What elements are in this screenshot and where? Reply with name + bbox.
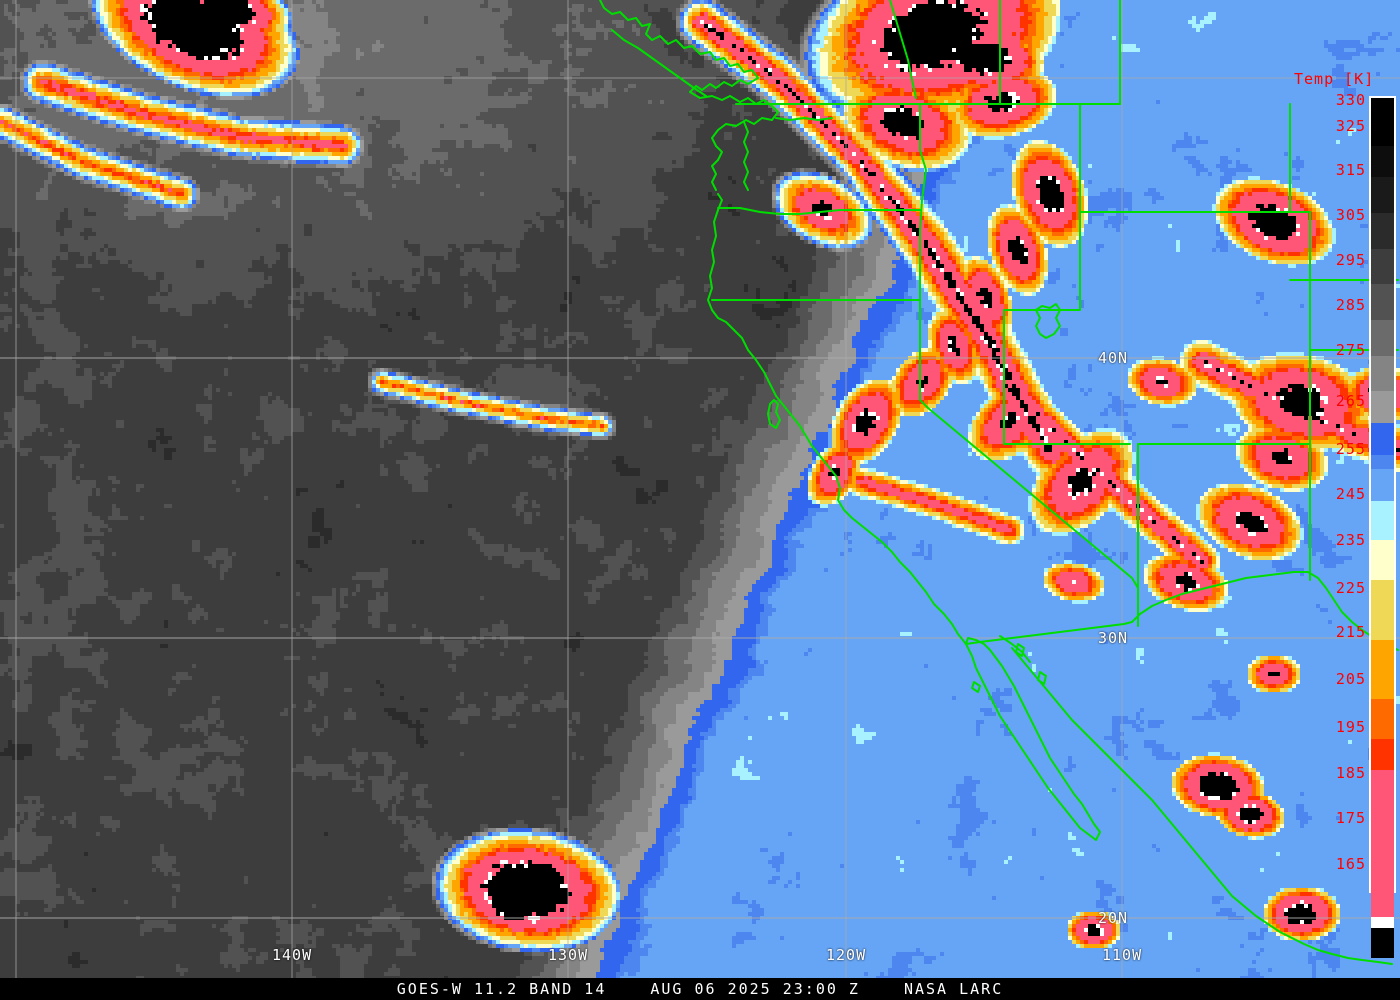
coastline-mexico-mainland [1011,647,1393,965]
colorbar-segment-yellow [1371,580,1394,640]
coastline-baja-california-peninsula [965,637,1101,841]
colorbar-tick-285: 285 [1335,296,1366,314]
colorbar-segment-pale-yellow [1371,540,1394,581]
grid-label-120W: 120W [826,946,867,964]
colorbar-segment-sky-blue [1371,469,1394,501]
colorbar-segment-black-bottom [1371,928,1394,959]
colorbar-segment-mid-dark-gray [1371,284,1394,320]
grid-label-30N: 30N [1098,629,1129,647]
colorbar-segment-orange [1371,639,1394,699]
coastline-vancouver-island-outer [611,29,707,97]
colorbar-tick-295: 295 [1335,251,1366,269]
river-strait-juan-de-fuca [775,117,833,121]
inlet-puget-sound [743,121,749,191]
border-idaho-oregon [919,103,927,301]
colorbar-tick-325: 325 [1335,117,1366,135]
colorbar-segment-light-gray [1371,391,1394,424]
colorbar-tick-205: 205 [1335,670,1366,688]
colorbar-segment-dark-orange [1371,698,1394,739]
colorbar-tick-265: 265 [1335,392,1366,410]
colorbar-segment-white [1371,917,1394,929]
latlon-gridlines [0,0,1400,978]
grid-label-140W: 140W [272,946,313,964]
coastline-us-west-coast [707,193,967,645]
colorbar-tick-305: 305 [1335,206,1366,224]
colorbar-segment-very-dark-gray [1371,177,1394,213]
colorbar-tick-245: 245 [1335,485,1366,503]
coastline-vancouver-island-strait [599,0,779,191]
colorbar-segment-blue-light [1371,454,1394,470]
bay-san-francisco [767,399,781,429]
colorbar-tick-185: 185 [1335,764,1366,782]
colorbar-tick-275: 275 [1335,341,1366,359]
temperature-colorbar [1369,96,1396,959]
coastline-and-border-lines [599,0,1399,965]
grid-label-110W: 110W [1102,946,1143,964]
border-nevada-utah-arizona [1003,309,1131,445]
grid-label-40N: 40N [1098,349,1129,367]
border-washington-oregon [717,207,921,215]
island-gulf-3 [971,681,981,693]
caption-sensor: GOES-W 11.2 BAND 14 [396,980,607,998]
colorbar-segment-dark-gray-2 [1371,248,1394,285]
image-caption-bar: GOES-W 11.2 BAND 14 AUG 06 2025 23:00 Z … [0,978,1400,1000]
border-utah-idaho-wyoming [1003,211,1081,311]
colorbar-segment-cyan [1371,500,1394,541]
colorbar-segment-pink [1371,770,1394,918]
border-bc-rockies [889,0,917,99]
lake-great-salt-lake [1035,303,1061,339]
colorbar-segment-blue [1371,423,1394,455]
colorbar-segment-red-orange [1371,738,1394,771]
colorbar-tick-330: 330 [1335,91,1366,109]
colorbar-segment-near-black [1371,145,1394,178]
island-gulf-2 [1037,671,1047,685]
colorbar-segment-light-mid-gray [1371,355,1394,392]
colorbar-segment-black-top [1371,98,1394,146]
border-us-mexico [965,571,1399,651]
colorbar-tick-315: 315 [1335,161,1366,179]
colorbar-segment-mid-gray [1371,319,1394,356]
colorbar-tick-175: 175 [1335,809,1366,827]
colorbar-tick-165: 165 [1335,855,1366,873]
border-california-nevada-arizona [919,299,1139,627]
colorbar-tick-255: 255 [1335,440,1366,458]
caption-datetime: AUG 06 2025 23:00 Z [650,980,860,998]
grid-label-20N: 20N [1098,909,1129,927]
grid-label-130W: 130W [548,946,589,964]
colorbar-tick-235: 235 [1335,531,1366,549]
colorbar-title: Temp [K] [1294,70,1375,88]
colorbar-tick-215: 215 [1335,623,1366,641]
colorbar-segment-dark-gray-1 [1371,212,1394,249]
colorbar-tick-225: 225 [1335,579,1366,597]
caption-source: NASA LARC [903,980,1004,998]
island-gulf-1 [1015,643,1025,657]
colorbar-tick-195: 195 [1335,718,1366,736]
